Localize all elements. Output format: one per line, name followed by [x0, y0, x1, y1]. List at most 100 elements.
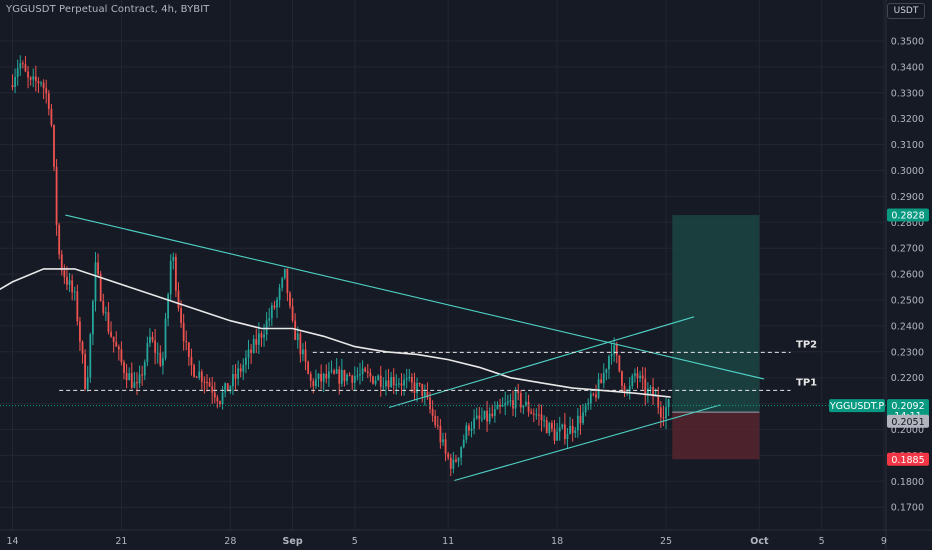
candle-body[interactable] [40, 82, 42, 84]
candle-body[interactable] [164, 318, 167, 359]
candle-body[interactable] [97, 262, 99, 274]
trendlines[interactable] [65, 214, 765, 482]
candle-body[interactable] [307, 361, 310, 374]
candle-body[interactable] [382, 386, 385, 388]
candle-body[interactable] [213, 392, 216, 398]
candle-body[interactable] [652, 387, 654, 397]
currency-button[interactable]: USDT [887, 3, 925, 19]
candle-body[interactable] [501, 405, 504, 407]
trendline-lower[interactable] [454, 404, 721, 482]
candle-body[interactable] [180, 308, 182, 323]
candle-body[interactable] [608, 356, 610, 370]
candle-body[interactable] [37, 81, 40, 84]
candle-body[interactable] [276, 299, 278, 308]
candle-body[interactable] [242, 364, 245, 372]
candle-body[interactable] [455, 459, 457, 462]
candle-body[interactable] [483, 410, 486, 419]
candle-body[interactable] [514, 390, 517, 409]
candle-body[interactable] [506, 401, 509, 404]
candle-body[interactable] [14, 76, 16, 87]
candle-body[interactable] [639, 375, 641, 379]
candle-body[interactable] [34, 76, 37, 82]
candle-body[interactable] [172, 256, 175, 261]
candle-body[interactable] [602, 372, 605, 384]
candle-body[interactable] [154, 340, 157, 353]
candle-body[interactable] [255, 339, 258, 345]
candle-body[interactable] [247, 349, 250, 358]
candle-body[interactable] [646, 388, 649, 396]
candle-body[interactable] [379, 375, 382, 387]
candle-body[interactable] [558, 427, 561, 432]
candle-body[interactable] [385, 380, 387, 387]
candle-body[interactable] [174, 256, 177, 291]
candle-body[interactable] [530, 411, 533, 414]
candle-body[interactable] [281, 278, 284, 288]
candle-body[interactable] [278, 287, 281, 300]
candle-body[interactable] [29, 77, 32, 80]
candle-body[interactable] [117, 346, 120, 350]
candle-body[interactable] [491, 413, 494, 416]
candle-body[interactable] [442, 439, 444, 443]
candle-body[interactable] [263, 334, 265, 338]
candle-body[interactable] [112, 336, 115, 342]
candle-body[interactable] [499, 404, 501, 407]
candle-body[interactable] [569, 426, 571, 435]
candle-body[interactable] [504, 403, 507, 406]
candle-body[interactable] [315, 379, 317, 387]
candle-body[interactable] [387, 380, 390, 388]
candle-body[interactable] [488, 413, 491, 422]
candle-body[interactable] [136, 382, 138, 384]
candle-body[interactable] [623, 385, 626, 393]
candle-body[interactable] [115, 341, 118, 347]
candle-body[interactable] [330, 370, 333, 372]
candle-body[interactable] [426, 391, 429, 398]
candle-body[interactable] [159, 352, 162, 366]
candle-body[interactable] [60, 254, 63, 271]
candle-body[interactable] [392, 377, 395, 386]
candle-body[interactable] [58, 224, 61, 255]
candle-body[interactable] [566, 434, 569, 439]
candle-body[interactable] [289, 293, 291, 307]
candle-body[interactable] [177, 290, 180, 309]
candle-body[interactable] [232, 374, 234, 387]
candle-body[interactable] [169, 260, 172, 295]
candle-body[interactable] [579, 415, 582, 424]
candle-body[interactable] [206, 382, 208, 384]
candle-body[interactable] [149, 336, 151, 344]
candle-body[interactable] [211, 386, 214, 393]
candle-body[interactable] [364, 368, 367, 372]
candle-body[interactable] [252, 339, 255, 353]
candle-body[interactable] [234, 374, 237, 379]
candle-body[interactable] [335, 369, 338, 374]
candle-body[interactable] [219, 401, 221, 404]
candle-body[interactable] [553, 428, 556, 441]
candle-body[interactable] [322, 374, 325, 382]
candle-body[interactable] [636, 373, 639, 379]
candle-body[interactable] [605, 369, 608, 373]
candle-body[interactable] [198, 371, 201, 378]
candle-body[interactable] [527, 401, 530, 412]
candle-body[interactable] [644, 378, 647, 396]
candle-body[interactable] [312, 380, 315, 387]
candle-body[interactable] [431, 409, 434, 416]
candle-body[interactable] [141, 374, 144, 376]
candle-body[interactable] [346, 374, 348, 382]
candle-body[interactable] [32, 76, 35, 80]
candle-body[interactable] [81, 341, 84, 355]
candle-body[interactable] [265, 320, 268, 335]
candle-body[interactable] [576, 415, 579, 431]
candle-body[interactable] [543, 420, 546, 422]
candle-body[interactable] [79, 321, 81, 342]
candle-body[interactable] [353, 375, 356, 383]
candle-body[interactable] [24, 64, 27, 72]
candle-body[interactable] [634, 373, 636, 376]
candle-body[interactable] [73, 291, 76, 293]
candle-body[interactable] [260, 333, 263, 338]
candle-body[interactable] [561, 424, 564, 428]
candle-body[interactable] [366, 371, 369, 374]
candle-body[interactable] [102, 300, 105, 313]
candle-body[interactable] [45, 88, 48, 94]
candle-body[interactable] [457, 457, 460, 462]
candle-body[interactable] [535, 414, 538, 416]
candle-body[interactable] [509, 400, 512, 402]
